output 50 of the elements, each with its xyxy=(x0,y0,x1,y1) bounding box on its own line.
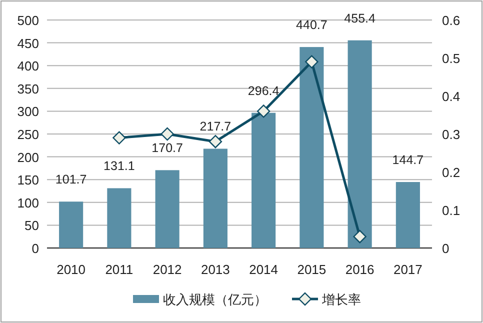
point xyxy=(305,55,318,68)
bar xyxy=(107,188,132,248)
y-tick-label: 150 xyxy=(17,172,39,188)
y-tick-label: 350 xyxy=(17,81,39,96)
y2-tick-label: 0.5 xyxy=(442,51,460,66)
bar xyxy=(203,148,228,248)
bar xyxy=(59,202,84,248)
x-tick-label: 2014 xyxy=(249,262,278,277)
y-tick-label: 100 xyxy=(17,195,39,210)
x-tick-label: 2012 xyxy=(152,262,182,277)
y-tick-label: 0 xyxy=(32,241,39,256)
data-label: 296.4 xyxy=(248,84,280,98)
x-tick-label: 2010 xyxy=(56,262,86,277)
point xyxy=(208,135,222,148)
bar xyxy=(252,112,276,248)
y2-tick-label: 0.3 xyxy=(442,127,460,142)
data-label: 144.7 xyxy=(392,153,424,168)
data-label: 455.4 xyxy=(344,11,376,26)
bar xyxy=(396,182,420,248)
y2-tick-label: 0.1 xyxy=(442,203,460,218)
bar xyxy=(155,170,180,248)
y-tick-label: 200 xyxy=(17,150,39,165)
point xyxy=(160,127,174,141)
x-tick-label: 2011 xyxy=(105,262,134,277)
data-label: 440.7 xyxy=(296,18,328,32)
data-label: 101.7 xyxy=(55,172,87,187)
y2-tick-label: 0 xyxy=(442,241,450,256)
y2-tick-label: 0.2 xyxy=(442,165,460,180)
point xyxy=(353,230,366,244)
point xyxy=(112,131,126,144)
y-tick-label: 500 xyxy=(17,13,39,28)
x-tick-label: 2017 xyxy=(393,262,422,277)
y-tick-label: 300 xyxy=(17,104,39,120)
x-tick-label: 2013 xyxy=(200,262,230,277)
y2-tick-label: 0.6 xyxy=(442,13,460,28)
data-label: 170.7 xyxy=(152,141,183,156)
bar xyxy=(348,40,372,248)
y-tick-label: 50 xyxy=(24,218,39,234)
bar xyxy=(300,47,324,248)
y-tick-label: 450 xyxy=(17,36,39,51)
x-tick-label: 2015 xyxy=(297,262,326,277)
y-tick-label: 400 xyxy=(17,58,39,74)
y-tick-label: 250 xyxy=(17,127,39,142)
point xyxy=(256,104,270,118)
legend-label: 收入规模（亿元） xyxy=(163,292,267,307)
legend-label: 增长率 xyxy=(321,292,361,307)
data-label: 217.7 xyxy=(200,120,232,134)
x-tick-label: 2016 xyxy=(345,262,374,277)
y2-tick-label: 0.4 xyxy=(442,89,460,104)
data-label: 131.1 xyxy=(104,159,135,174)
